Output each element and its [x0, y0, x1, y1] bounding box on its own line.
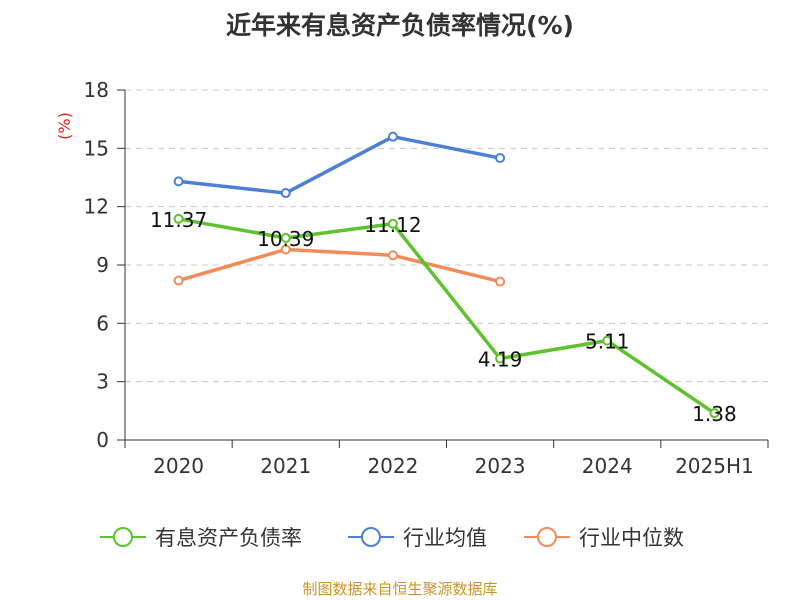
y-tick-label: 3 [96, 370, 109, 394]
series-line [178, 134, 501, 195]
data-point [173, 213, 184, 224]
x-tick-label: 2023 [475, 454, 526, 478]
source-note: 制图数据来自恒生聚源数据库 [302, 580, 498, 598]
data-point [495, 276, 506, 287]
data-label: 10.39 [257, 227, 314, 251]
y-tick-label: 12 [84, 195, 109, 219]
y-unit-label: (%) [55, 112, 74, 140]
legend-label: 行业均值 [403, 526, 487, 550]
data-labels: 11.37 10.39 11.12 4.19 5.11 1.38 [150, 208, 737, 426]
y-tick-label: 0 [96, 428, 109, 452]
legend: 有息资产负债率 行业均值 行业中位数 [100, 526, 684, 550]
chart-title: 近年来有息资产负债率情况(%) [226, 11, 574, 40]
series-line [178, 217, 716, 415]
data-point [495, 153, 506, 164]
data-label: 5.11 [585, 330, 630, 354]
data-point [280, 244, 291, 255]
data-point [387, 131, 398, 142]
x-tick-label: 2021 [260, 454, 311, 478]
data-label: 1.38 [692, 402, 737, 426]
y-tick-label: 18 [84, 78, 109, 102]
data-point [173, 275, 184, 286]
data-point [602, 335, 613, 346]
legend-marker [361, 527, 381, 547]
legend-marker [113, 527, 133, 547]
axes: 0 3 6 9 12 15 18 (%) 2020 2021 2022 2023 2024 2025H1 [55, 78, 769, 478]
series-lines [173, 131, 720, 419]
x-tick-label: 2024 [582, 454, 633, 478]
x-tick-label: 2020 [153, 454, 204, 478]
data-point [280, 232, 291, 243]
data-label: 11.37 [150, 208, 207, 232]
legend-label: 有息资产负债率 [155, 526, 302, 550]
data-label: 11.12 [364, 213, 421, 237]
y-tick-label: 15 [84, 136, 109, 160]
data-point [280, 188, 291, 199]
x-tick-label: 2025H1 [675, 454, 754, 478]
y-tick-label: 9 [96, 253, 109, 277]
legend-label: 行业中位数 [579, 526, 684, 550]
data-label: 4.19 [478, 348, 523, 372]
data-point [173, 176, 184, 187]
y-tick-label: 6 [96, 311, 109, 335]
data-point [709, 408, 720, 419]
data-point [495, 353, 506, 364]
series-line [178, 247, 501, 284]
x-tick-label: 2022 [367, 454, 418, 478]
grid-lines [125, 89, 768, 383]
data-point [387, 218, 398, 229]
legend-marker [537, 527, 557, 547]
data-point [387, 250, 398, 261]
